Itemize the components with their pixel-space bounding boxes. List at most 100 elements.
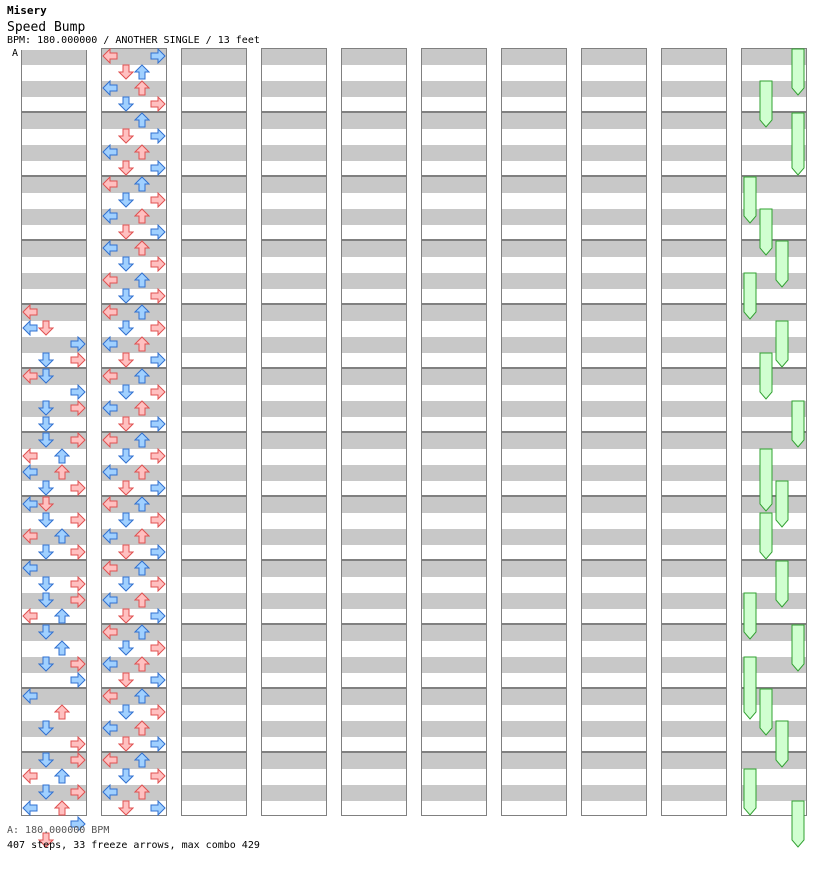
left-arrow-icon (102, 399, 118, 417)
right-arrow-icon (150, 287, 166, 305)
measure-block (261, 176, 327, 240)
down-arrow-icon (37, 352, 55, 368)
measure-block (341, 432, 407, 496)
measure-block (581, 368, 647, 432)
freeze-arrow (791, 48, 805, 96)
measure-block (181, 496, 247, 560)
measure-block (421, 496, 487, 560)
left-arrow-icon (102, 79, 118, 97)
up-arrow-icon (133, 144, 151, 160)
up-arrow-icon (133, 592, 151, 608)
right-arrow-icon (150, 479, 166, 497)
chart-name: Misery (7, 4, 47, 17)
measure-block (661, 752, 727, 816)
right-arrow-icon (70, 511, 86, 529)
left-arrow-icon (22, 319, 38, 337)
up-arrow-icon (53, 608, 71, 624)
up-arrow-icon (133, 624, 151, 640)
up-arrow-icon (133, 304, 151, 320)
measure-block (421, 752, 487, 816)
down-arrow-icon (37, 416, 55, 432)
up-arrow-icon (133, 64, 151, 80)
bpm-legend: A: 180.000000 BPM (7, 825, 110, 836)
down-arrow-icon (37, 512, 55, 528)
right-arrow-icon (150, 191, 166, 209)
measure-block (581, 48, 647, 112)
down-arrow-icon (37, 656, 55, 672)
down-arrow-icon (117, 288, 135, 304)
up-arrow-icon (53, 800, 71, 816)
right-arrow-icon (70, 479, 86, 497)
measure-block (581, 432, 647, 496)
right-arrow-icon (150, 351, 166, 369)
down-arrow-icon (117, 160, 135, 176)
left-arrow-icon (102, 431, 118, 449)
up-arrow-icon (133, 80, 151, 96)
left-arrow-icon (102, 495, 118, 513)
left-arrow-icon (102, 335, 118, 353)
down-arrow-icon (117, 544, 135, 560)
right-arrow-icon (150, 255, 166, 273)
left-arrow-icon (102, 655, 118, 673)
measure-block (501, 752, 567, 816)
measure-block (661, 48, 727, 112)
measure-block (661, 240, 727, 304)
left-arrow-icon (22, 767, 38, 785)
right-arrow-icon (150, 799, 166, 817)
right-arrow-icon (150, 127, 166, 145)
measure-block (341, 112, 407, 176)
down-arrow-icon (37, 368, 55, 384)
down-arrow-icon (117, 448, 135, 464)
measure-block (501, 48, 567, 112)
right-arrow-icon (150, 47, 166, 65)
left-arrow-icon (22, 607, 38, 625)
measure-block (421, 112, 487, 176)
freeze-arrow (759, 80, 773, 128)
measure-block (181, 432, 247, 496)
right-arrow-icon (70, 431, 86, 449)
down-arrow-icon (37, 784, 55, 800)
measure-block (341, 368, 407, 432)
left-arrow-icon (102, 463, 118, 481)
measure-block (21, 112, 87, 176)
measure-block (261, 112, 327, 176)
measure-block (181, 112, 247, 176)
up-arrow-icon (53, 640, 71, 656)
freeze-arrow (791, 800, 805, 848)
measure-block (501, 624, 567, 688)
freeze-arrow (791, 112, 805, 176)
freeze-arrow (759, 448, 773, 512)
measure-block (421, 560, 487, 624)
down-arrow-icon (117, 576, 135, 592)
down-arrow-icon (37, 432, 55, 448)
up-arrow-icon (53, 704, 71, 720)
right-arrow-icon (150, 415, 166, 433)
right-arrow-icon (70, 399, 86, 417)
measure-block (341, 624, 407, 688)
left-arrow-icon (22, 367, 38, 385)
measure-block (181, 304, 247, 368)
measure-block (181, 688, 247, 752)
measure-block (261, 432, 327, 496)
up-arrow-icon (133, 208, 151, 224)
measure-block (181, 48, 247, 112)
up-arrow-icon (133, 240, 151, 256)
up-arrow-icon (53, 768, 71, 784)
measure-block (661, 112, 727, 176)
freeze-arrow (791, 624, 805, 672)
section-marker: A (12, 48, 19, 59)
measure-block (421, 48, 487, 112)
left-arrow-icon (22, 527, 38, 545)
right-arrow-icon (70, 335, 86, 353)
right-arrow-icon (150, 447, 166, 465)
left-arrow-icon (102, 687, 118, 705)
up-arrow-icon (133, 112, 151, 128)
up-arrow-icon (133, 400, 151, 416)
left-arrow-icon (102, 239, 118, 257)
right-arrow-icon (70, 351, 86, 369)
left-arrow-icon (102, 719, 118, 737)
measure-block (181, 240, 247, 304)
measure-block (421, 304, 487, 368)
right-arrow-icon (70, 751, 86, 769)
